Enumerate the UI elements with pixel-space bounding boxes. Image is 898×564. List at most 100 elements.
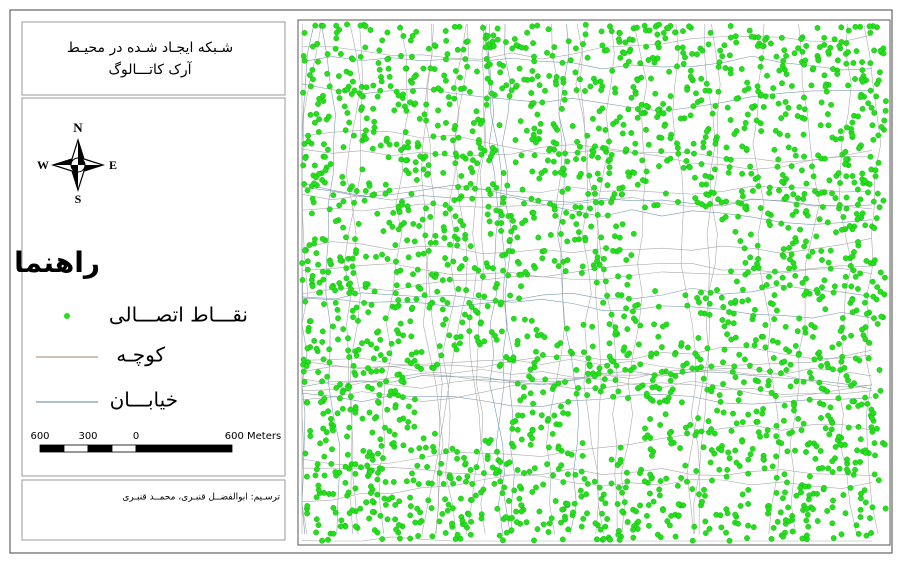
street [576,23,604,535]
junction-point [667,389,674,396]
junction-point [577,76,583,83]
junction-point [843,205,850,212]
junction-point [642,425,648,432]
junction-point [691,150,697,157]
junction-point [839,226,845,233]
junction-point [315,58,321,65]
junction-point [637,502,643,509]
junction-point [404,237,410,244]
junction-point [384,56,391,63]
junction-point [395,101,402,108]
junction-point [741,245,748,252]
junction-point [594,254,601,261]
junction-point [417,153,424,160]
junction-point [687,421,694,428]
junction-point [855,285,861,292]
junction-point [355,220,362,227]
north-arrow [51,138,105,192]
junction-point [485,440,492,446]
junction-point [467,150,473,157]
junction-point [309,272,316,279]
junction-point [497,478,504,485]
junction-point [667,435,673,442]
junction-point [408,190,415,197]
junction-point [829,504,836,511]
junction-point [390,209,397,216]
junction-point [349,78,356,85]
junction-point [468,497,475,503]
junction-point [806,440,813,446]
junction-point [395,522,402,528]
junction-point [559,536,566,543]
junction-point [819,465,826,471]
junction-point [666,106,672,112]
junction-point [377,87,384,94]
junction-point [859,59,865,65]
junction-point [582,237,589,244]
junction-point [769,463,776,470]
junction-point [442,530,449,536]
junction-point [404,203,411,210]
junction-point [847,484,854,491]
junction-point [631,364,637,371]
junction-point [451,197,458,204]
junction-point [801,115,808,122]
junction-point [828,101,834,108]
junction-point [830,535,837,541]
junction-point [604,516,610,522]
junction-point [300,53,307,59]
junction-point [301,30,308,36]
junction-point [617,54,624,61]
junction-point [724,510,731,517]
junction-point [720,409,727,416]
junction-point [384,29,391,36]
junction-point [344,86,351,93]
junction-point [786,265,792,272]
junction-point [614,501,621,507]
junction-point [833,229,839,236]
junction-point [621,313,627,320]
junction-point [786,282,793,289]
junction-point [484,456,491,462]
scale-label: 0 [133,431,139,442]
junction-point [574,149,581,156]
junction-point [317,440,323,447]
junction-point [498,328,505,335]
junction-point [877,288,884,295]
junction-point [716,466,723,473]
junction-point [507,237,513,243]
junction-point [825,111,831,118]
junction-point [460,46,467,53]
junction-point [783,367,790,373]
junction-point [803,180,810,187]
junction-point [524,29,530,36]
junction-point [702,530,709,536]
junction-point [376,47,383,54]
junction-point [405,254,412,261]
junction-point [360,370,367,376]
junction-point [574,138,580,145]
junction-point [759,43,766,49]
junction-point [828,426,835,433]
junction-point [760,104,767,110]
junction-point [407,503,414,509]
junction-point [730,310,737,317]
junction-point [361,197,368,204]
junction-point [643,126,649,133]
junction-point [781,47,788,54]
junction-point [562,268,569,274]
junction-point [386,141,393,148]
junction-point [432,239,439,246]
junction-point [320,92,326,99]
junction-point [623,62,629,69]
junction-point [867,87,874,94]
junction-point [346,290,353,296]
junction-point [536,175,543,182]
junction-point [651,372,658,379]
junction-point [345,385,351,392]
junction-point [810,173,817,180]
junction-point [373,253,379,260]
junction-point [871,440,878,446]
junction-point [727,70,734,77]
junction-point [632,90,639,97]
